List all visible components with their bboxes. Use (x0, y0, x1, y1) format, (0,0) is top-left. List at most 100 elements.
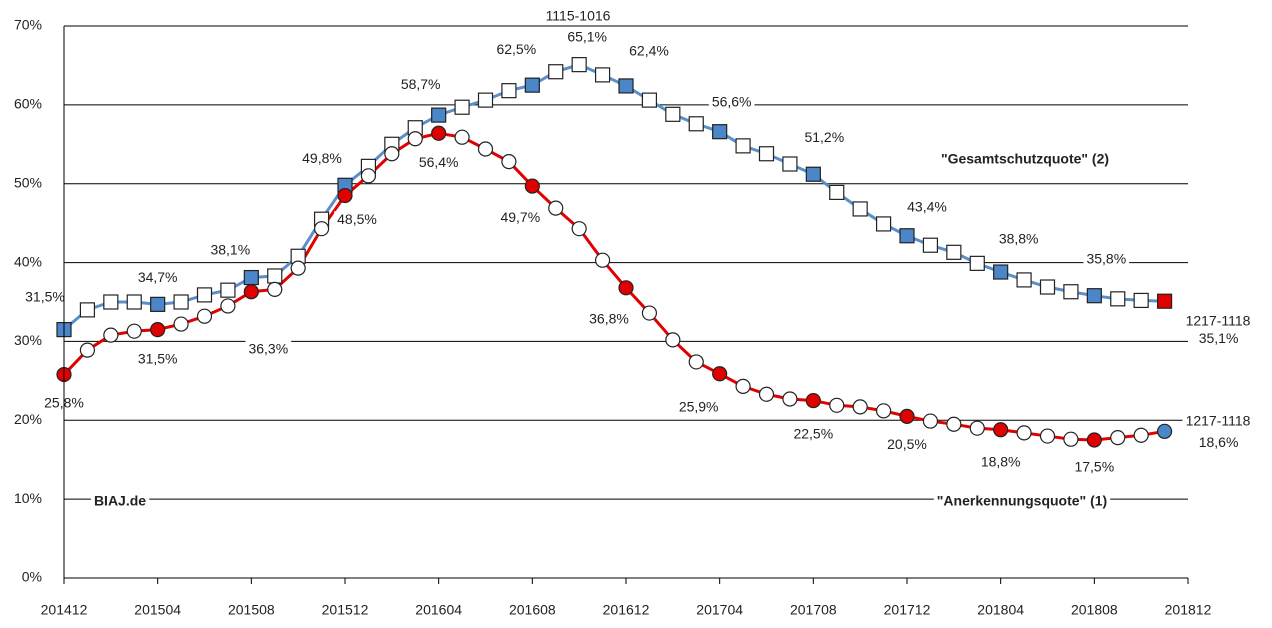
marker (993, 264, 1009, 280)
marker (852, 201, 868, 217)
marker (454, 129, 470, 145)
marker (993, 422, 1009, 438)
marker (501, 154, 517, 170)
marker (1110, 430, 1126, 446)
value-label: 49,8% (302, 150, 342, 166)
annotation: BIAJ.de (94, 493, 146, 509)
marker (922, 237, 939, 253)
annotation: 1115-1016 (546, 8, 611, 24)
x-tick-label: 201608 (509, 602, 556, 618)
label-background (415, 153, 462, 170)
marker (1039, 279, 1056, 295)
label-background (708, 93, 755, 110)
y-tick-label: 70% (14, 17, 42, 33)
marker (899, 228, 915, 244)
value-label: 18,6% (1199, 434, 1239, 450)
label-background (497, 208, 544, 225)
x-tick-label: 201612 (603, 602, 650, 618)
label-background (207, 241, 254, 258)
marker (126, 323, 142, 339)
label-background (1195, 329, 1242, 346)
marker (618, 280, 634, 296)
x-tick-label: 201412 (41, 602, 88, 618)
marker (1063, 431, 1079, 447)
label-background (1182, 412, 1254, 429)
marker (103, 327, 119, 343)
marker (290, 260, 306, 276)
marker (641, 305, 658, 321)
marker (805, 392, 821, 409)
value-label: 48,5% (337, 211, 377, 227)
label-background (995, 230, 1042, 247)
label-background (493, 40, 540, 57)
annotation: 1217-1118 (1186, 313, 1251, 329)
label-background (904, 198, 950, 215)
label-background (245, 340, 292, 357)
marker (313, 221, 330, 237)
value-label: 38,1% (210, 241, 250, 257)
marker (548, 200, 564, 216)
marker (1016, 425, 1032, 441)
marker (173, 316, 189, 332)
marker (922, 413, 939, 429)
marker (946, 244, 962, 260)
label-background (1195, 434, 1242, 451)
label-background (1182, 312, 1254, 329)
marker (875, 216, 892, 232)
label-background (564, 28, 611, 45)
label-background (542, 7, 614, 24)
marker (524, 77, 540, 93)
value-label: 36,3% (248, 340, 288, 356)
marker (1156, 293, 1173, 309)
marker (267, 281, 283, 297)
x-tick-label: 201604 (415, 602, 462, 618)
marker (126, 294, 142, 310)
value-label: 31,5% (25, 288, 65, 304)
value-label: 58,7% (401, 76, 441, 92)
y-tick-label: 30% (14, 332, 42, 348)
value-label: 62,5% (496, 41, 536, 57)
label-background (90, 492, 150, 509)
marker (1086, 288, 1102, 304)
marker (712, 366, 728, 382)
marker (758, 146, 775, 162)
marker (196, 287, 213, 303)
marker (220, 298, 236, 314)
y-tick-label: 20% (14, 411, 42, 427)
marker (758, 386, 775, 402)
value-label: 43,4% (907, 198, 947, 214)
marker (1086, 432, 1102, 448)
marker (829, 184, 845, 200)
marker (360, 168, 377, 184)
marker (196, 308, 213, 324)
y-tick-label: 50% (14, 174, 42, 190)
value-label: 65,1% (567, 28, 607, 44)
label-background (586, 310, 632, 327)
marker (641, 92, 658, 108)
marker (501, 83, 517, 99)
marker (1110, 291, 1126, 307)
marker (407, 131, 423, 147)
marker (103, 294, 119, 310)
x-tick-label: 201512 (322, 602, 369, 618)
marker (688, 354, 704, 370)
value-label: 22,5% (793, 425, 833, 441)
marker (79, 302, 96, 318)
x-tick-label: 201808 (1071, 602, 1118, 618)
marker (384, 146, 400, 162)
label-background (1083, 250, 1130, 267)
marker (899, 408, 915, 424)
x-tick-label: 201704 (696, 602, 743, 618)
marker (969, 255, 985, 271)
x-tick-label: 201508 (228, 602, 275, 618)
label-background (884, 436, 930, 453)
value-label: 56,4% (419, 154, 459, 170)
x-tick-label: 201804 (977, 602, 1024, 618)
label-background (801, 128, 848, 145)
marker (946, 416, 962, 432)
marker (524, 178, 540, 194)
y-tick-label: 10% (14, 490, 42, 506)
value-label: 31,5% (138, 350, 178, 366)
label-background (790, 425, 837, 442)
